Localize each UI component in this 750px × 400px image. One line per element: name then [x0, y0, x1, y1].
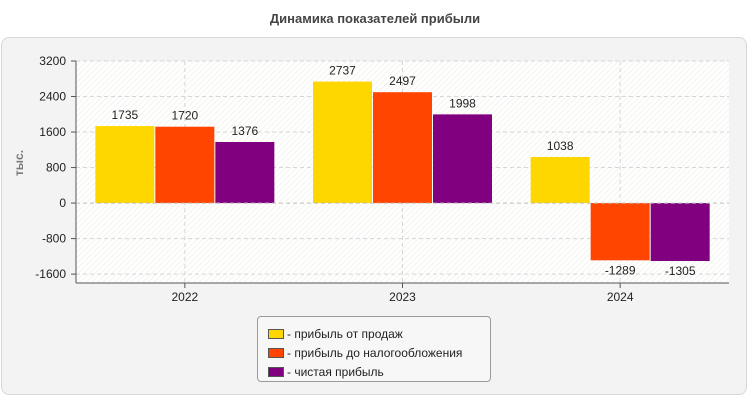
data-label: 2497 — [389, 74, 416, 88]
y-axis-label: тыс. — [12, 150, 26, 176]
axes — [71, 60, 729, 288]
labels: 3200 2400 1600 800 0 -800 -1600 1735 2737 1038 172… — [35, 54, 696, 304]
bar — [313, 81, 372, 204]
y-tick-label: 1600 — [39, 125, 66, 139]
y-tick-label: 800 — [46, 161, 66, 175]
data-label: 1720 — [171, 109, 198, 123]
data-label: 1376 — [231, 124, 258, 138]
legend-item: - прибыль от продаж — [268, 324, 490, 343]
data-label: -1305 — [665, 264, 696, 278]
legend-label: - чистая прибыль — [287, 364, 384, 379]
x-tick-label: 2022 — [171, 290, 198, 304]
data-label: -1289 — [605, 263, 636, 277]
legend-label: - прибыль от продаж — [287, 326, 403, 341]
legend-swatch — [268, 366, 284, 377]
x-tick-label: 2023 — [389, 290, 416, 304]
bar — [590, 203, 650, 261]
bar — [95, 126, 155, 204]
y-tick-label: 0 — [59, 196, 66, 210]
chart-title: Динамика показателей прибыли — [269, 11, 481, 26]
data-label: 2737 — [329, 64, 356, 78]
bar — [215, 141, 275, 204]
y-tick-label: -1600 — [35, 267, 66, 281]
y-tick-label: 2400 — [39, 90, 66, 104]
bar — [155, 126, 215, 204]
x-tick-label: 2024 — [607, 290, 634, 304]
y-tick-label: -800 — [42, 232, 66, 246]
data-label: 1038 — [547, 139, 574, 153]
bar — [530, 156, 590, 204]
bar — [433, 114, 492, 204]
data-label: 1998 — [449, 96, 476, 110]
legend: - прибыль от продаж - прибыль до налогооб… — [257, 316, 491, 382]
legend-item: - чистая прибыль — [268, 362, 490, 381]
legend-swatch — [268, 347, 284, 358]
legend-swatch — [268, 328, 284, 339]
y-tick-label: 3200 — [39, 54, 66, 68]
bars — [95, 81, 710, 262]
data-label: 1735 — [111, 108, 138, 122]
legend-label: - прибыль до налогообложения — [287, 345, 463, 360]
legend-item: - прибыль до налогообложения — [268, 343, 490, 362]
bar — [650, 203, 710, 262]
bar — [373, 92, 432, 204]
